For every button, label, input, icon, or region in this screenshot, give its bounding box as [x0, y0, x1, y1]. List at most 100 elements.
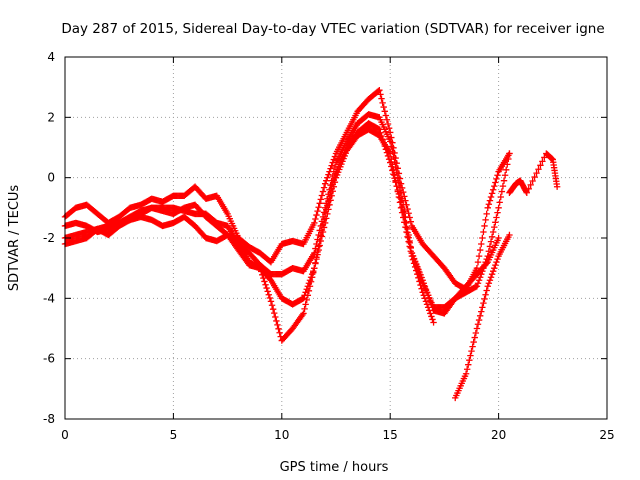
- data-point: [485, 201, 493, 208]
- data-point: [377, 91, 384, 98]
- data-point: [423, 301, 431, 308]
- data-point: [396, 175, 404, 182]
- data-point: [391, 172, 398, 179]
- data-point: [260, 274, 267, 282]
- data-point: [390, 166, 397, 174]
- data-point: [471, 334, 478, 341]
- x-tick-label: 25: [599, 428, 614, 442]
- data-point: [261, 278, 268, 285]
- y-tick-label: 4: [47, 50, 55, 64]
- data-point: [541, 154, 548, 161]
- x-axis-label: GPS time / hours: [280, 460, 389, 475]
- data-point: [273, 317, 280, 325]
- data-point: [312, 215, 319, 223]
- data-point: [315, 231, 322, 239]
- data-point: [328, 192, 335, 199]
- series-track-6: [506, 150, 561, 196]
- data-point: [492, 261, 499, 269]
- data-point: [489, 186, 497, 193]
- data-point: [418, 285, 425, 292]
- data-point: [265, 291, 272, 298]
- data-point: [479, 234, 486, 242]
- data-point: [315, 246, 322, 254]
- data-point: [271, 309, 278, 317]
- data-point: [407, 218, 414, 225]
- data-point: [317, 237, 325, 245]
- data-point: [500, 177, 508, 184]
- data-point: [326, 201, 333, 209]
- data-point: [406, 243, 413, 250]
- data-point: [429, 316, 436, 323]
- data-point: [385, 124, 393, 132]
- data-point: [395, 193, 403, 201]
- data-point: [483, 260, 490, 267]
- data-point: [523, 189, 530, 196]
- data-point: [331, 163, 339, 171]
- data-point: [424, 304, 432, 311]
- data-point: [475, 252, 483, 260]
- axis-ticks: 0 5 10 15 20 25 -8 -6 -4 -2 0 2 4: [43, 50, 615, 442]
- data-point: [324, 210, 331, 218]
- series-track-5: [452, 231, 513, 402]
- data-point: [427, 310, 434, 317]
- data-point: [300, 295, 307, 302]
- data-point: [506, 231, 513, 239]
- data-point: [318, 233, 326, 240]
- data-point: [485, 280, 493, 287]
- data-point: [304, 292, 312, 299]
- data-point: [324, 174, 331, 181]
- data-point: [276, 329, 283, 336]
- data-point: [502, 166, 510, 174]
- data-point: [326, 186, 333, 193]
- data-point: [325, 206, 332, 213]
- data-point: [305, 287, 313, 294]
- data-point: [389, 161, 396, 168]
- data-point: [417, 281, 424, 289]
- data-point: [486, 243, 494, 250]
- data-point: [411, 263, 419, 271]
- data-point: [475, 316, 483, 324]
- data-point: [326, 168, 333, 175]
- data-point: [387, 129, 394, 136]
- data-point: [325, 171, 332, 178]
- data-point: [473, 264, 481, 272]
- data-point: [469, 343, 476, 350]
- data-point: [380, 103, 387, 111]
- data-point: [409, 256, 417, 263]
- data-point: [401, 219, 408, 226]
- data-point: [323, 177, 330, 184]
- data-point: [320, 184, 328, 191]
- data-point: [483, 210, 490, 218]
- x-tick-label: 10: [274, 428, 289, 442]
- data-point: [484, 283, 491, 290]
- data-point: [393, 159, 400, 167]
- data-point: [475, 277, 483, 284]
- y-tick-label: -8: [43, 412, 55, 426]
- data-point: [463, 366, 471, 373]
- data-point: [316, 227, 323, 234]
- data-point: [491, 182, 498, 190]
- data-point: [376, 126, 383, 133]
- data-point: [413, 267, 420, 274]
- data-point: [481, 295, 488, 303]
- data-point: [269, 305, 277, 313]
- data-point: [410, 260, 418, 267]
- data-point: [482, 216, 489, 224]
- data-point: [327, 197, 334, 204]
- data-point: [428, 313, 435, 320]
- chart-title: Day 287 of 2015, Sidereal Day-to-day VTE…: [61, 21, 604, 37]
- data-point: [306, 283, 314, 290]
- data-point: [301, 305, 308, 313]
- data-point: [329, 159, 336, 166]
- data-point: [400, 214, 407, 221]
- data-point: [331, 153, 339, 160]
- data-point: [404, 205, 411, 213]
- data-point: [422, 298, 430, 305]
- data-point: [474, 321, 482, 328]
- data-point: [315, 204, 322, 211]
- data-point: [329, 172, 336, 180]
- data-point: [488, 271, 496, 278]
- data-point: [321, 204, 329, 212]
- data-point: [307, 278, 315, 285]
- data-point: [495, 234, 502, 242]
